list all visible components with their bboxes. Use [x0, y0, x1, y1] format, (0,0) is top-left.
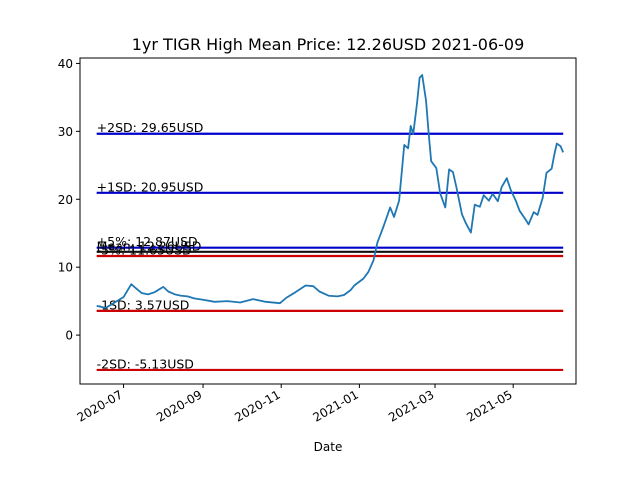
reference-labels: +2SD: 29.65USD +1SD: 20.95USD +5%: 12.87US… — [97, 120, 204, 371]
y-tick-label: 20 — [58, 193, 73, 207]
reference-label: +2SD: 29.65USD — [97, 120, 204, 135]
reference-label: +5%: 12.87USD — [97, 234, 198, 249]
y-tick-label: 40 — [58, 57, 73, 71]
x-axis-label: Date — [314, 440, 343, 454]
reference-lines — [96, 132, 564, 372]
plot-background — [80, 58, 576, 384]
chart-title: 1yr TIGR High Mean Price: 12.26USD 2021-… — [132, 35, 525, 54]
y-tick-label: 30 — [58, 125, 73, 139]
y-tick-label: 0 — [65, 329, 73, 343]
plot-area: +2SD: 29.65USD +1SD: 20.95USD +5%: 12.87US… — [79, 57, 577, 385]
reference-label: -2SD: -5.13USD — [97, 356, 194, 371]
y-axis: 0 10 20 30 40 — [58, 57, 80, 343]
reference-label: Mean: 12.26USD — [97, 238, 202, 253]
reference-label: -5%: 11.65USD — [97, 242, 192, 257]
reference-label: +1SD: 20.95USD — [97, 179, 204, 194]
reference-label: -1SD: 3.57USD — [97, 297, 190, 312]
plot-frame — [79, 57, 577, 385]
y-tick-label: 10 — [58, 261, 73, 275]
price-series-line — [96, 74, 565, 309]
